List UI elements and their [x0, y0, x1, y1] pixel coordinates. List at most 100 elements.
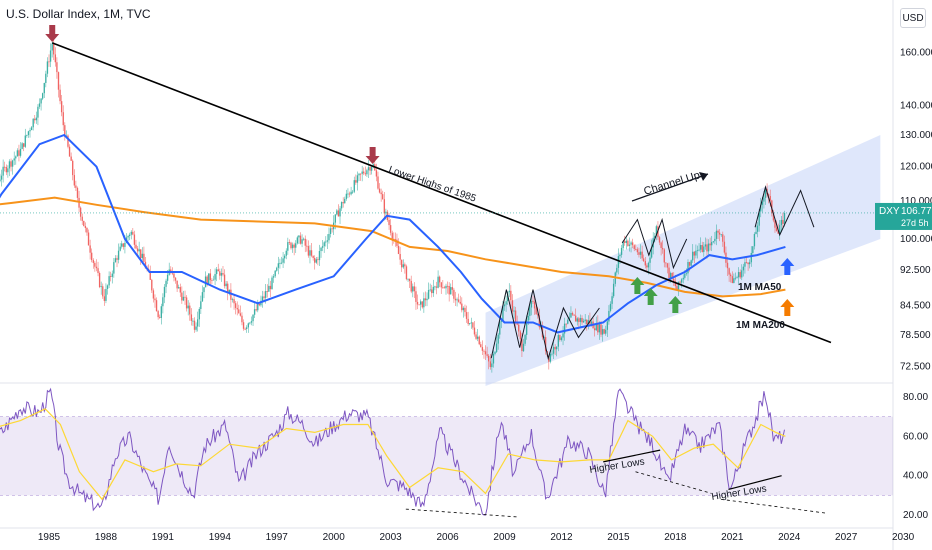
- candle-body: [698, 249, 700, 251]
- candle-body: [394, 239, 397, 240]
- candle-body: [185, 297, 188, 309]
- candle-body: [581, 317, 583, 323]
- candle-body: [337, 210, 340, 217]
- candle-body: [334, 214, 336, 223]
- candle-body: [111, 273, 113, 277]
- rsi-dashed-line: [635, 471, 712, 494]
- candle-body: [537, 314, 539, 316]
- candle-body: [500, 320, 503, 322]
- candle-body: [661, 247, 664, 250]
- candle-body: [706, 244, 708, 252]
- candle-body: [83, 220, 85, 227]
- candle-body: [380, 192, 382, 195]
- candle-body: [0, 175, 3, 180]
- candle-body: [459, 301, 461, 304]
- candle-body: [737, 272, 740, 278]
- candle-body: [138, 249, 140, 252]
- candle-body: [219, 271, 221, 276]
- candle-body: [783, 213, 786, 224]
- candle-body: [37, 106, 39, 118]
- candle-body: [521, 339, 523, 352]
- candle-body: [130, 231, 132, 235]
- candle-body: [166, 274, 169, 281]
- candle-body: [699, 245, 702, 250]
- candle-body: [268, 285, 270, 292]
- currency-button[interactable]: USD: [900, 8, 926, 28]
- candle-body: [255, 309, 257, 311]
- candle-body: [748, 262, 751, 265]
- candle-body: [336, 210, 338, 215]
- candle-body: [563, 323, 566, 334]
- candle-body: [34, 118, 36, 121]
- candle-body: [480, 344, 482, 348]
- candle-body: [431, 289, 433, 294]
- candle-body: [223, 274, 226, 287]
- candle-body: [658, 237, 661, 243]
- rsi-dashed-line: [720, 498, 826, 514]
- candle-body: [641, 251, 643, 259]
- candle-body: [669, 273, 672, 279]
- candle-body: [410, 280, 412, 292]
- candle-body: [624, 241, 626, 243]
- candle-body: [711, 241, 713, 246]
- candle-body: [723, 241, 726, 253]
- candle-body: [171, 272, 174, 274]
- candle-body: [722, 234, 724, 242]
- candle-body: [91, 252, 93, 261]
- candle-body: [709, 243, 711, 246]
- candle-body: [483, 350, 485, 352]
- candle-body: [491, 363, 493, 368]
- candle-body: [620, 247, 623, 255]
- candle-body: [114, 258, 117, 263]
- candle-body: [369, 167, 371, 171]
- peak-arrow-2002-shaft: [369, 147, 376, 157]
- x-tick-label: 2000: [323, 532, 346, 543]
- candle-body: [631, 242, 634, 246]
- candle-body: [755, 231, 757, 235]
- candle-body: [339, 208, 341, 217]
- candle-body: [97, 268, 99, 274]
- candle-body: [393, 238, 395, 240]
- candle-body: [464, 307, 466, 313]
- candle-body: [717, 230, 719, 233]
- candle-body: [598, 324, 601, 333]
- candle-body: [475, 334, 477, 339]
- candle-body: [184, 296, 186, 298]
- candle-body: [633, 245, 635, 249]
- candle-body: [465, 312, 468, 319]
- peak-arrow-2002-head: [365, 156, 380, 164]
- y-tick-label: 140.000: [900, 101, 932, 112]
- candle-body: [211, 280, 213, 281]
- x-tick-label: 1991: [152, 532, 175, 543]
- chart-title: U.S. Dollar Index, 1M, TVC: [6, 7, 151, 21]
- rsi-y-tick-label: 20.00: [903, 510, 928, 521]
- candle-body: [272, 276, 275, 278]
- trendline-label: Lower Highs of 1985: [387, 164, 478, 204]
- candle-body: [372, 164, 374, 167]
- x-tick-label: 2012: [550, 532, 573, 543]
- candle-body: [499, 321, 501, 335]
- candle-body: [135, 244, 137, 249]
- x-tick-label: 2018: [664, 532, 687, 543]
- candle-body: [24, 135, 26, 147]
- candle-body: [495, 343, 498, 352]
- candle-body: [258, 303, 261, 306]
- candle-body: [511, 300, 514, 312]
- candle-body: [679, 281, 681, 283]
- candle-body: [593, 328, 596, 331]
- candle-body: [424, 298, 427, 301]
- candle-body: [707, 243, 710, 252]
- ma-touch-arrow-2: [643, 288, 658, 305]
- candle-body: [193, 320, 196, 330]
- candle-body: [32, 118, 34, 128]
- candle-body: [331, 228, 333, 230]
- candle-body: [57, 72, 60, 90]
- candle-body: [149, 271, 151, 280]
- candle-body: [242, 322, 245, 329]
- peak-arrow-1985-shaft: [49, 25, 56, 35]
- candle-body: [530, 300, 533, 308]
- candle-body: [538, 315, 541, 328]
- candle-body: [276, 267, 278, 271]
- candle-body: [741, 270, 743, 278]
